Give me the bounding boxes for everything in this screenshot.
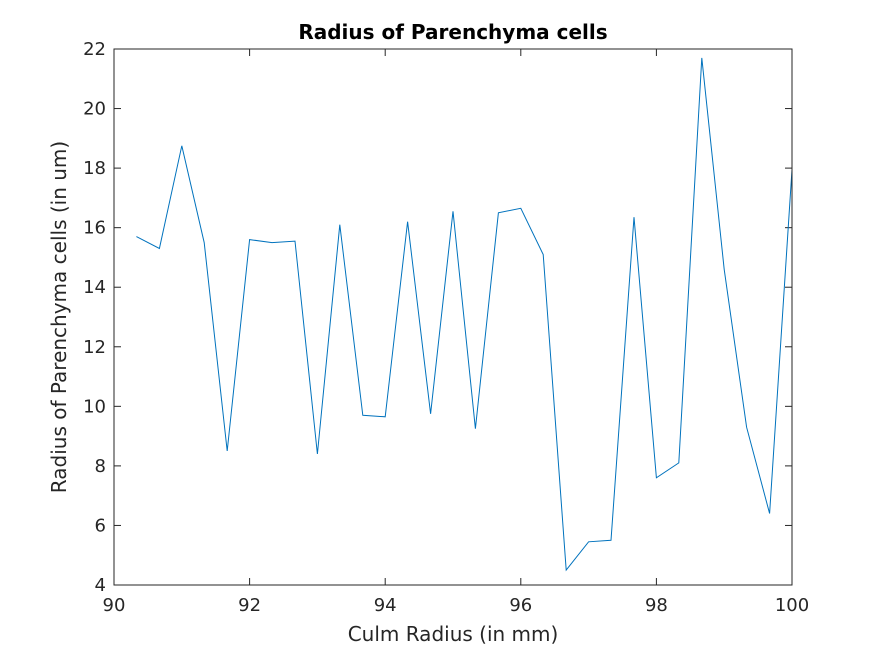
y-axis-label: Radius of Parenchyma cells (in um) — [47, 141, 71, 493]
x-tick-label: 100 — [775, 595, 809, 616]
series-layer — [136, 57, 793, 572]
axes-box — [113, 48, 793, 586]
y-tick-label: 10 — [83, 396, 106, 417]
tick-labels-layer: 90 92 94 96 98 100 4 6 8 10 12 14 16 18 20 22 — [83, 39, 809, 616]
x-tick-label: 96 — [509, 595, 532, 616]
x-axis-label: Culm Radius (in mm) — [348, 622, 559, 646]
x-tick-label: 94 — [374, 595, 397, 616]
y-tick-label: 12 — [83, 337, 106, 358]
y-tick-label: 16 — [83, 218, 106, 239]
plot-area — [114, 49, 792, 585]
x-tick-label: 98 — [645, 595, 668, 616]
y-tick-label: 14 — [83, 277, 106, 298]
y-tick-label: 20 — [83, 99, 106, 120]
y-tick-label: 6 — [95, 515, 106, 536]
y-tick-label: 22 — [83, 39, 106, 60]
x-tick-label: 92 — [238, 595, 261, 616]
series-line — [136, 57, 793, 572]
chart-title: Radius of Parenchyma cells — [298, 20, 607, 44]
y-tick-label: 8 — [95, 456, 106, 477]
y-tick-label: 4 — [95, 575, 106, 596]
x-tick-label: 90 — [103, 595, 126, 616]
y-tick-label: 18 — [83, 158, 106, 179]
